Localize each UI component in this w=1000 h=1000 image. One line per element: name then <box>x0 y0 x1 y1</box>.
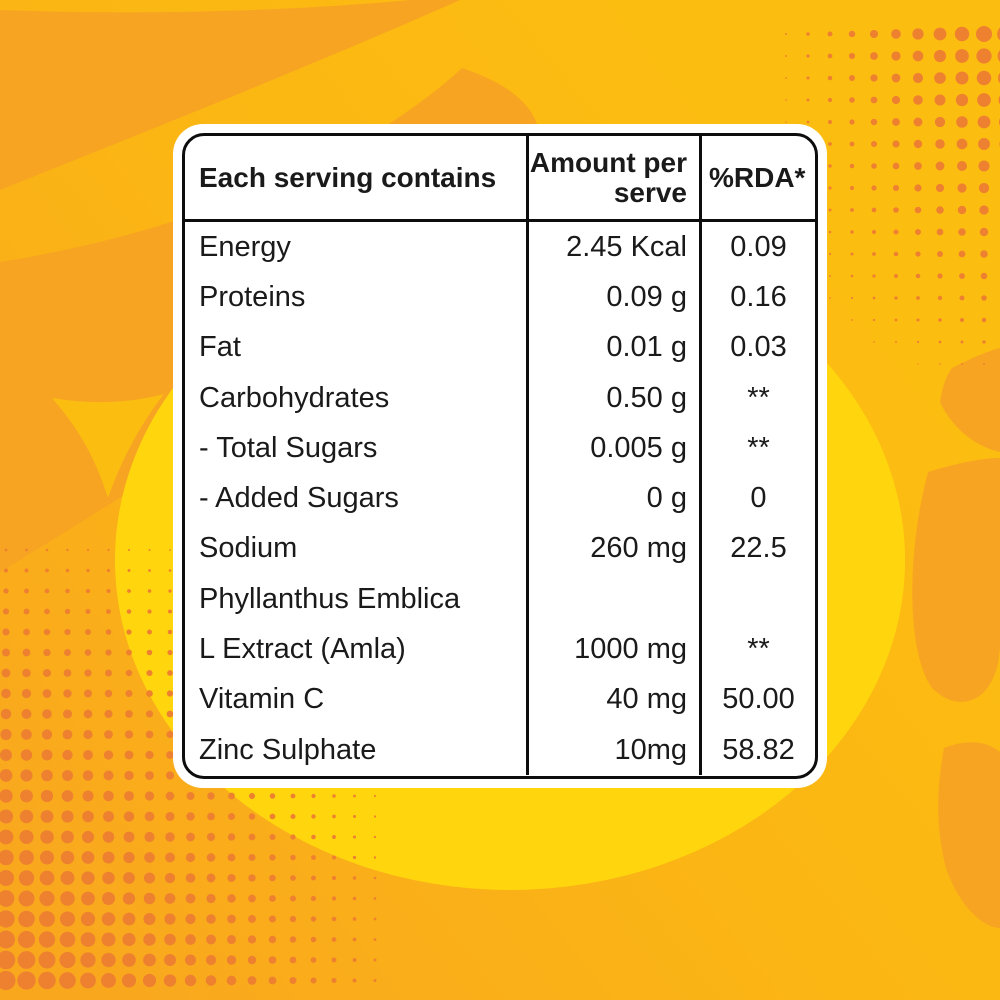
row-rda: ** <box>699 372 815 424</box>
petal-right-mid <box>912 458 1000 702</box>
row-amount: 0 g <box>526 473 699 524</box>
nutrition-table: Each serving contains Amount per serve %… <box>182 133 818 779</box>
column-header-serving: Each serving contains <box>185 136 526 222</box>
row-name: - Total Sugars <box>199 431 378 464</box>
column-header-amount: Amount per serve <box>526 136 699 222</box>
row-rda: ** <box>699 423 815 474</box>
row-name: Vitamin C <box>199 683 325 716</box>
row-rda: 0.16 <box>699 272 815 323</box>
row-amount: 1000 mg <box>526 624 699 675</box>
row-rda: 22.5 <box>699 523 815 575</box>
row-amount: 2.45 Kcal <box>526 222 699 273</box>
row-amount: 0.09 g <box>526 272 699 323</box>
row-amount: 0.50 g <box>526 372 699 424</box>
halftone-dots-bottom-left <box>0 548 377 991</box>
row-rda: 0 <box>699 473 815 524</box>
row-name: Zinc Sulphate <box>199 733 377 766</box>
row-name: Phyllanthus Emblica <box>199 582 461 615</box>
row-name: L Extract (Amla) <box>199 633 406 666</box>
row-rda: 50.00 <box>699 674 815 725</box>
row-name: Carbohydrates <box>199 381 390 414</box>
row-amount: 40 mg <box>526 674 699 725</box>
halftone-dots-top-right <box>785 25 1000 366</box>
row-amount <box>526 574 699 625</box>
row-name: Fat <box>199 331 241 364</box>
row-amount: 0.01 g <box>526 322 699 373</box>
row-name: Sodium <box>199 532 298 565</box>
row-rda: 58.82 <box>699 724 815 776</box>
row-rda: 0.03 <box>699 322 815 373</box>
row-name: Energy <box>199 230 291 263</box>
column-header-rda: %RDA* <box>699 136 815 222</box>
row-amount: 0.005 g <box>526 423 699 474</box>
swoosh-top-left <box>0 0 460 190</box>
row-rda: ** <box>699 624 815 675</box>
petal-right-top <box>940 348 1000 452</box>
row-amount: 10mg <box>526 724 699 776</box>
row-name: Proteins <box>199 280 306 313</box>
nutrition-card: Each serving contains Amount per serve %… <box>173 124 827 788</box>
row-name: - Added Sugars <box>199 482 399 515</box>
petal-right-bottom <box>938 742 1000 928</box>
swoosh-notch <box>52 394 164 498</box>
row-rda <box>699 574 815 625</box>
row-amount: 260 mg <box>526 523 699 575</box>
row-rda: 0.09 <box>699 222 815 273</box>
